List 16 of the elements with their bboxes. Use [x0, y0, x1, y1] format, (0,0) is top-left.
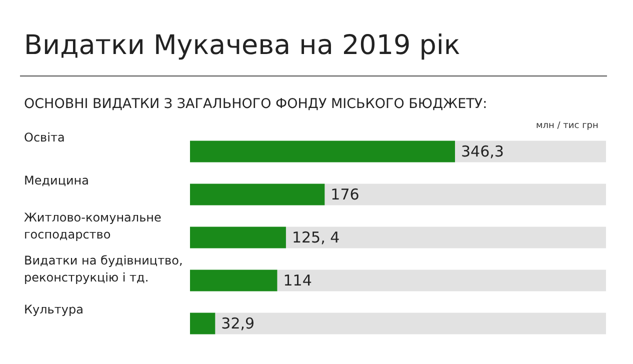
chart-subtitle: ОСНОВНІ ВИДАТКИ З ЗАГАЛЬНОГО ФОНДУ МІСЬКОГО БЮДЖЕТУ: — [24, 96, 488, 112]
y-tick-label: Освіта — [24, 130, 65, 144]
data-label: 32,9 — [221, 314, 255, 332]
data-label: 125, 4 — [292, 228, 340, 246]
bar — [190, 270, 278, 292]
text: млн / тис грн — [536, 121, 599, 131]
data-label: 176 — [330, 186, 360, 204]
data-label: 114 — [283, 272, 312, 290]
y-tick-label: Медицина — [24, 174, 89, 188]
y-tick-label: Культура — [24, 302, 84, 316]
bar — [190, 226, 286, 248]
data-label: 346,3 — [461, 142, 504, 160]
y-tick-label: Видатки на будівництво, реконструкцію і тд. — [24, 254, 183, 284]
chart-title: Видатки Мукачева на 2019 рік — [24, 30, 460, 61]
bar — [190, 312, 216, 334]
y-tick-label: Житлово-комунальне господарство — [24, 210, 162, 242]
